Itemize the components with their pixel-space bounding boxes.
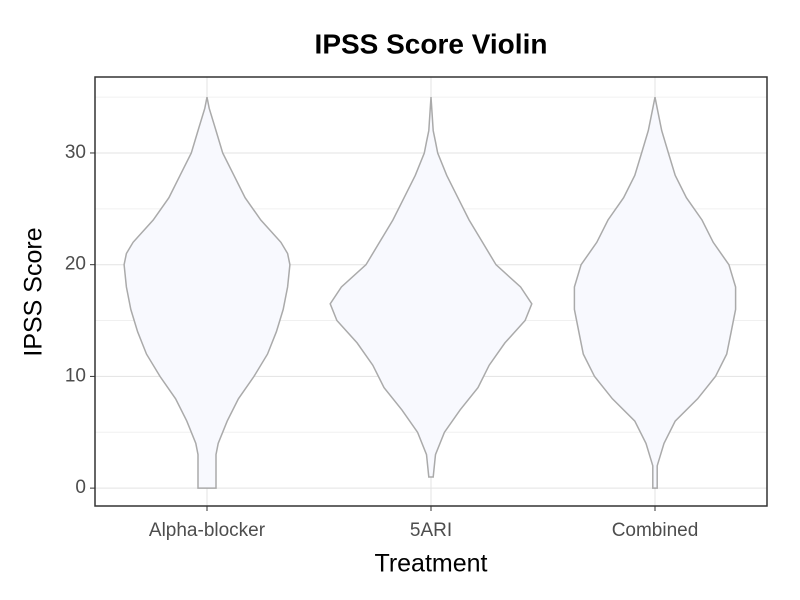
violin	[329, 97, 533, 478]
y-tick-label: 30	[65, 142, 86, 163]
y-tick-label: 10	[65, 365, 86, 386]
x-tick-label: Combined	[612, 520, 699, 541]
chart-title: IPSS Score Violin	[315, 28, 548, 59]
y-axis-label: IPSS Score	[20, 227, 48, 356]
x-tick-label: Alpha-blocker	[149, 520, 266, 541]
y-tick-label: 0	[75, 477, 86, 498]
violin	[123, 96, 291, 489]
x-axis-label: Treatment	[374, 550, 487, 578]
y-tick-label: 20	[65, 254, 86, 275]
panel-border	[94, 76, 768, 507]
x-tick-label: 5ARI	[410, 520, 452, 541]
violin	[573, 96, 737, 489]
